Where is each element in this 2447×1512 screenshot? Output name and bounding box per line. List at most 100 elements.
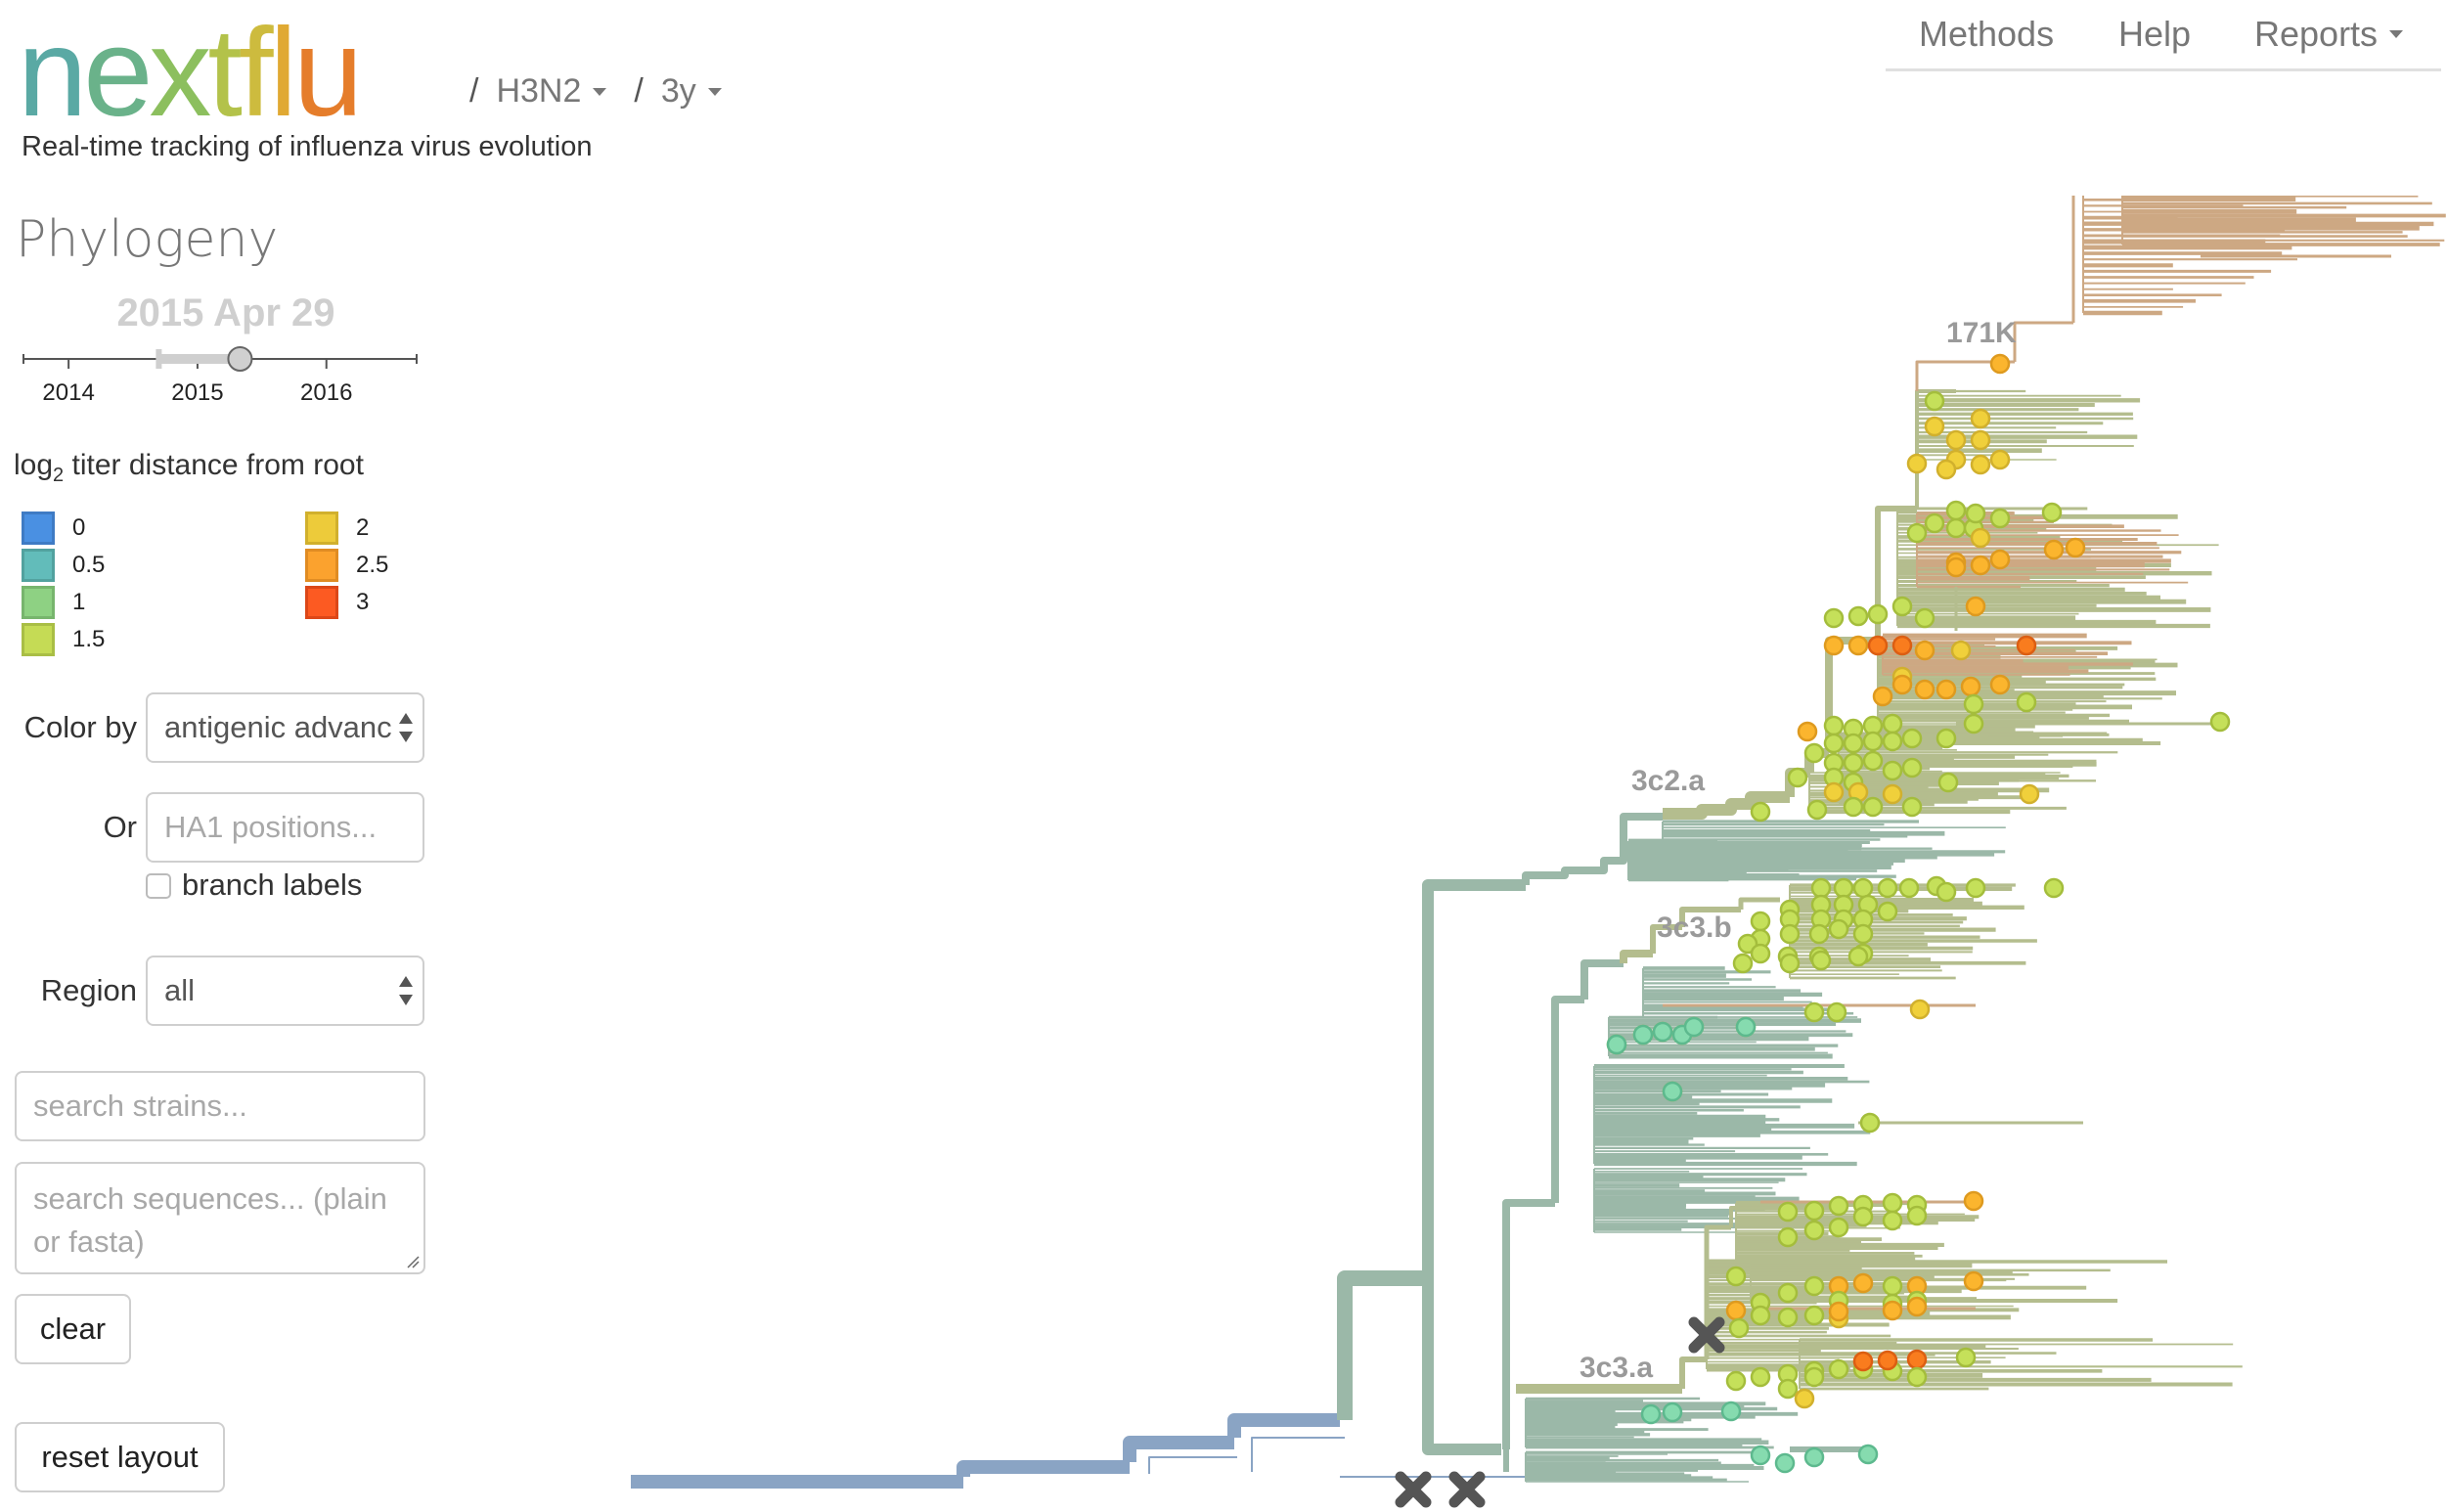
vaccine-strain-x-icon[interactable] [1448, 1471, 1486, 1508]
tree-branch[interactable] [1663, 791, 1790, 820]
tree-tip[interactable] [2043, 539, 2065, 560]
tree-tip[interactable] [1847, 605, 1869, 627]
tree-tip[interactable] [2016, 635, 2037, 656]
tree-tip[interactable] [1882, 713, 1903, 734]
tree-tip[interactable] [1803, 1275, 1825, 1297]
clade-label-171k[interactable]: 171K [1946, 317, 2017, 349]
tree-tip[interactable] [1735, 1016, 1757, 1038]
tree-branch[interactable] [1227, 1413, 1340, 1438]
tree-tip[interactable] [1901, 796, 1923, 818]
tree-tip[interactable] [2016, 691, 2037, 713]
tree-tip[interactable] [1882, 1192, 1903, 1214]
tree-tip[interactable] [1937, 772, 1959, 793]
tree-tip[interactable] [1632, 1024, 1654, 1045]
tree-tip[interactable] [1823, 781, 1845, 803]
tree-tip[interactable] [1803, 742, 1825, 764]
tree-tip[interactable] [1852, 1351, 1874, 1372]
tree-tip[interactable] [1989, 549, 2011, 570]
tree-branch[interactable] [1650, 924, 1682, 954]
tree-tip[interactable] [1945, 517, 1967, 539]
nav-reports[interactable]: Reports [2254, 14, 2404, 55]
tree-tip[interactable] [1803, 1001, 1825, 1023]
branch-labels-label[interactable]: branch labels [182, 867, 363, 902]
tree-tip[interactable] [1970, 555, 1991, 576]
tree-branch[interactable] [2071, 196, 2122, 323]
tree-tip[interactable] [1955, 1347, 1977, 1368]
search-strains-input[interactable]: search strains... [15, 1071, 425, 1141]
tree-tip[interactable] [1963, 693, 1984, 715]
tree-branch[interactable] [1580, 959, 1624, 1000]
tree-tip[interactable] [1794, 1388, 1815, 1409]
tree-tip[interactable] [1960, 676, 1981, 697]
tree-tip[interactable] [1906, 1205, 1928, 1226]
tree-tip[interactable] [1935, 728, 1957, 749]
tree-branch[interactable] [1679, 907, 1741, 927]
tree-tip[interactable] [1877, 901, 1898, 922]
tree-tip[interactable] [2065, 537, 2086, 558]
tree-tip[interactable] [1852, 923, 1874, 945]
tree-tip[interactable] [1852, 1206, 1874, 1227]
resize-handle-icon[interactable] [406, 1255, 420, 1268]
ha1-positions-input[interactable]: HA1 positions... [146, 792, 424, 863]
tree-tip[interactable] [1970, 429, 1991, 451]
tree-tip[interactable] [1774, 1452, 1796, 1474]
tree-tip[interactable] [1924, 416, 1945, 437]
tree-tip[interactable] [1989, 508, 2011, 529]
time-slider[interactable]: 2014 2015 2016 [0, 333, 440, 411]
tree-branch[interactable] [1422, 879, 1526, 1278]
tree-tip[interactable] [1867, 603, 1889, 625]
tree-tip[interactable] [1989, 674, 2011, 695]
tree-tip[interactable] [1963, 1270, 1984, 1292]
tree-tip[interactable] [1882, 1210, 1903, 1231]
tree-tip[interactable] [1750, 1305, 1771, 1326]
tree-tip[interactable] [1803, 1446, 1825, 1468]
tree-tip[interactable] [1906, 1366, 1928, 1388]
tree-branch[interactable] [957, 1460, 1130, 1477]
tree-tip[interactable] [1779, 953, 1801, 974]
phylogeny-tree[interactable]: 171K 3c2.a 3c3.b 3c3.a [587, 196, 2447, 1512]
tree-branch[interactable] [1522, 851, 1627, 885]
tree-tip[interactable] [1877, 877, 1898, 899]
tree-tip[interactable] [1828, 1301, 1849, 1322]
tree-tip[interactable] [1965, 503, 1986, 524]
tree-tip[interactable] [1970, 527, 1991, 549]
tree-tip[interactable] [1732, 953, 1754, 974]
tree-tip[interactable] [1777, 1201, 1799, 1223]
tree-tip[interactable] [1833, 877, 1854, 899]
search-sequences-textarea[interactable]: search sequences... (plain or fasta) [15, 1162, 425, 1274]
tree-tip[interactable] [2209, 711, 2231, 733]
nav-help[interactable]: Help [2118, 14, 2191, 55]
clade-label-3c3a[interactable]: 3c3.a [1579, 1352, 1653, 1384]
tree-tip[interactable] [1935, 881, 1957, 903]
tree-branch[interactable] [1620, 950, 1653, 963]
tree-tip[interactable] [1852, 877, 1874, 899]
tree-tip[interactable] [1950, 640, 1972, 661]
region-select[interactable]: all [146, 956, 424, 1026]
tree-tip[interactable] [1823, 715, 1845, 736]
tree-tip[interactable] [1906, 1296, 1928, 1317]
tree-branch[interactable] [1502, 1199, 1555, 1449]
tree-tip[interactable] [1725, 1300, 1747, 1321]
tree-tip[interactable] [1945, 500, 1967, 521]
tree-tip[interactable] [1823, 607, 1845, 629]
tree-tip[interactable] [1843, 752, 1864, 774]
lineage-dropdown[interactable]: H3N2 [496, 72, 607, 111]
tree-tip[interactable] [1828, 1195, 1849, 1217]
nav-methods[interactable]: Methods [1919, 14, 2054, 55]
tree-tip[interactable] [1750, 1366, 1771, 1388]
tree-tip[interactable] [2019, 783, 2040, 805]
tree-tip[interactable] [1823, 635, 1845, 656]
tree-branch[interactable] [1422, 1278, 1501, 1455]
tree-branch[interactable] [1620, 813, 1663, 851]
tree-tip[interactable] [1862, 750, 1884, 772]
clade-label-3c3b[interactable]: 3c3.b [1657, 912, 1732, 944]
tree-tip[interactable] [1652, 1021, 1673, 1043]
tree-tip[interactable] [1945, 556, 1967, 578]
tree-tip[interactable] [1906, 1349, 1928, 1370]
vaccine-strain-x-icon[interactable] [1395, 1471, 1432, 1508]
tree-tip[interactable] [1828, 1358, 1849, 1380]
tree-branch[interactable] [1148, 1456, 1237, 1474]
tree-tip[interactable] [1963, 1190, 1984, 1212]
slider-window-range[interactable] [158, 354, 241, 364]
tree-tip[interactable] [1725, 1370, 1747, 1392]
